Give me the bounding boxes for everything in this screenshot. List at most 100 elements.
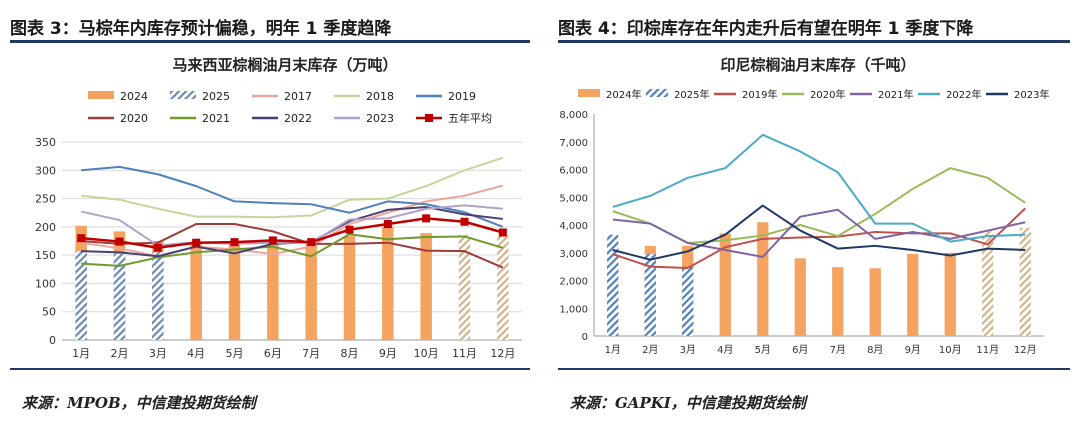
x-tick-label: 6月 [792,344,808,356]
legend-swatch [646,89,668,97]
x-tick-label: 1月 [72,347,90,360]
chart-title: 印尼棕榈油月末库存（千吨） [720,56,915,74]
x-tick-label: 7月 [830,344,846,356]
legend-item: 2022 [252,112,312,125]
legend-item: 2024 [88,90,148,103]
bar [267,242,279,340]
bar [305,242,317,340]
legend-item: 2018 [334,90,394,103]
x-tick-label: 9月 [905,344,921,356]
series-marker [153,243,162,252]
series-line [81,156,504,219]
x-tick-label: 11月 [976,344,999,356]
y-tick-label: 0 [582,332,588,343]
series-marker [422,214,431,223]
bar [75,251,87,340]
y-tick-label: 300 [35,164,56,177]
bottom-rule [558,368,1070,370]
legend-swatch [88,91,114,99]
x-tick-label: 7月 [302,347,320,360]
series-line [81,217,504,250]
legend-swatch [170,91,196,99]
legend-label: 2023 [366,112,394,125]
series-line [612,133,1026,243]
x-tick-label: 1月 [605,344,621,356]
y-tick-label: 8,000 [559,110,588,121]
legend-label: 2025年 [674,88,709,101]
x-tick-label: 5月 [226,347,244,360]
bar [794,258,806,336]
legend-label: 2021 [202,112,230,125]
legend-marker [425,114,433,122]
legend-item: 2020 [88,112,148,125]
legend-item: 2021 [170,112,230,125]
legend-label: 2020 [120,112,148,125]
x-tick-label: 11月 [452,347,477,360]
bar [1019,227,1031,336]
y-tick-label: 2,000 [559,277,588,288]
y-tick-label: 4,000 [559,221,588,232]
bottom-rule [10,368,530,370]
series-marker [498,228,507,237]
series-marker [345,225,354,234]
series-marker [77,234,86,243]
y-tick-label: 200 [35,221,56,234]
legend-item: 五年平均 [416,111,492,125]
legend-label: 2023年 [1014,88,1049,101]
right-figure-panel: 图表 4：印棕库存在年内走升后有望在明年 1 季度下降 印尼棕榈油月末库存（千吨… [548,0,1080,430]
series-marker [460,217,469,226]
series-marker [307,238,316,247]
x-tick-label: 12月 [1014,344,1037,356]
legend-label: 2021年 [878,88,913,101]
bar [458,234,471,340]
x-tick-label: 9月 [379,347,397,360]
legend-label: 2018 [366,90,394,103]
legend-item: 2017 [252,90,312,103]
y-tick-label: 0 [49,334,56,347]
series-marker [268,236,277,245]
legend-swatch [578,89,600,97]
bar [907,253,919,336]
series-line [612,208,1026,258]
legend-label: 2022 [284,112,312,125]
bar [832,267,844,336]
source-note: 来源：GAPKI，中信建投期货绘制 [570,394,806,412]
bar [228,242,241,340]
x-tick-label: 2月 [111,347,129,360]
left-chart: 马来西亚棕榈油月末库存（万吨） 0 50 100 150 200 250 300 350 1月 2月… [35,56,522,360]
y-tick-label: 5,000 [559,193,588,204]
left-figure-panel: 图表 3：马棕年内库存预计偏稳，明年 1 季度趋降 马来西亚棕榈油月末库存（万吨… [0,0,530,430]
y-tick-label: 50 [42,306,56,319]
legend-item: 2020年 [782,88,845,101]
series-marker [192,238,201,247]
series-marker [383,220,392,229]
legend-item: 2023 [334,112,394,125]
x-tick-label: 8月 [341,347,359,360]
bar [869,268,881,336]
bar [944,252,956,336]
legend-label: 2020年 [810,88,845,101]
series-line [81,233,504,267]
y-tick-label: 150 [35,249,56,262]
y-tick-label: 7,000 [559,138,588,149]
x-tick-label: 6月 [264,347,282,360]
bar [719,233,731,336]
bar [607,234,619,336]
legend-label: 2025 [202,90,230,103]
title-rule [558,40,1070,43]
legend-label: 2019年 [742,88,777,101]
figure-title: 图表 4：印棕库存在年内走升后有望在明年 1 季度下降 [558,19,974,39]
bar [497,235,509,340]
legend-label: 2019 [448,90,476,103]
legend-item: 2025年 [646,88,709,101]
legend-item: 2022年 [918,88,981,101]
right-chart: 印尼棕榈油月末库存（千吨） 0 1,000 2,000 3,000 4,000 5,000 6… [559,56,1049,356]
legend-label: 2024年 [606,88,641,101]
x-tick-label: 4月 [717,344,733,356]
legend-label: 2024 [120,90,148,103]
x-tick-label: 2月 [642,344,658,356]
source-note: 来源：MPOB，中信建投期货绘制 [22,394,256,412]
legend-item: 2019年 [714,88,777,101]
x-tick-label: 10月 [414,347,439,360]
y-tick-label: 3,000 [559,249,588,260]
